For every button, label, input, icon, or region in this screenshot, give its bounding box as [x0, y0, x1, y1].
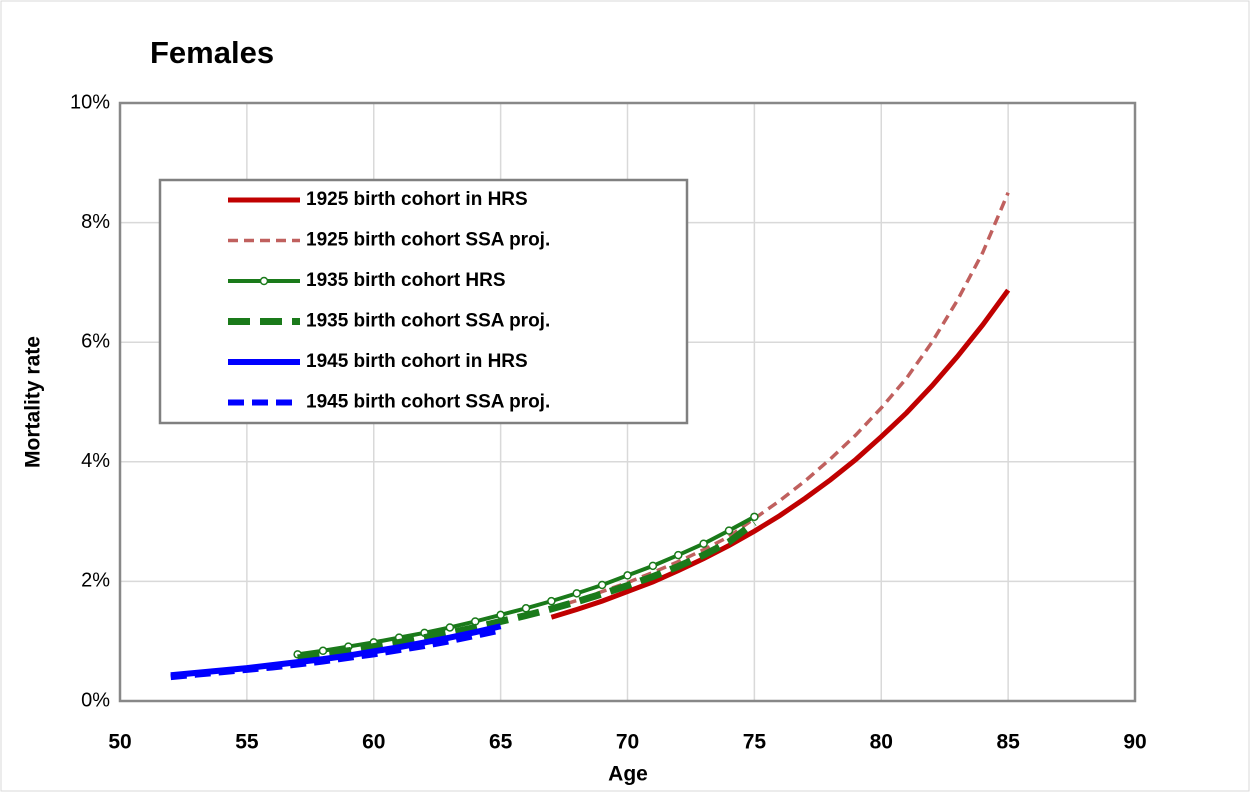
series-marker — [750, 512, 759, 522]
x-tick-label: 70 — [616, 731, 639, 754]
series-marker — [648, 561, 658, 571]
series-line — [297, 520, 757, 662]
chart-title: Females — [150, 35, 274, 70]
series-marker — [318, 646, 328, 656]
x-axis-label: Age — [608, 763, 648, 786]
x-tick-label: 60 — [362, 731, 385, 754]
series-marker — [547, 596, 556, 606]
x-tick-label: 80 — [870, 731, 893, 754]
series-marker — [572, 589, 581, 598]
legend-label: 1925 birth cohort SSA proj. — [306, 230, 550, 251]
series-line — [550, 288, 1011, 620]
y-tick-label: 0% — [81, 689, 110, 711]
y-tick-label: 2% — [81, 570, 110, 592]
series-marker — [724, 526, 734, 535]
series-marker — [699, 539, 708, 548]
x-tick-label: 90 — [1123, 731, 1146, 754]
x-tick-label: 85 — [996, 731, 1020, 754]
x-tick-label: 55 — [235, 731, 259, 754]
y-tick-label: 8% — [81, 211, 110, 233]
series-marker — [674, 550, 683, 560]
x-tick-label: 50 — [108, 731, 131, 754]
series-line — [170, 627, 502, 681]
legend-label: 1935 birth cohort HRS — [306, 270, 506, 291]
x-tick-label: 75 — [743, 731, 767, 754]
plot-border — [118, 101, 1137, 703]
y-tick-label: 10% — [70, 91, 110, 113]
legend-label: 1935 birth cohort SSA proj. — [306, 311, 550, 332]
series-marker — [521, 604, 531, 613]
series-marker — [623, 571, 632, 580]
x-tick-label: 65 — [489, 731, 513, 754]
legend-label: 1945 birth cohort SSA proj. — [306, 392, 550, 413]
y-tick-label: 6% — [81, 330, 110, 352]
y-tick-label: 4% — [81, 450, 110, 472]
series-marker — [597, 580, 607, 590]
legend-marker — [259, 276, 269, 286]
y-axis-label: Mortality rate — [22, 336, 45, 468]
legend-box — [158, 178, 689, 425]
legend-label: 1945 birth cohort in HRS — [306, 351, 528, 372]
legend-label: 1925 birth cohort in HRS — [306, 189, 528, 210]
series-marker — [445, 623, 455, 632]
